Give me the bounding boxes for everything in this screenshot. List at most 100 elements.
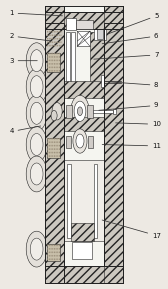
Circle shape <box>49 41 50 43</box>
Circle shape <box>47 53 48 54</box>
Circle shape <box>59 255 60 257</box>
Circle shape <box>52 258 53 260</box>
Circle shape <box>49 145 50 147</box>
Circle shape <box>47 255 48 257</box>
Circle shape <box>57 248 58 250</box>
Bar <box>77 31 90 46</box>
Circle shape <box>51 63 52 65</box>
Circle shape <box>47 152 48 153</box>
Circle shape <box>56 138 57 140</box>
Circle shape <box>50 41 51 43</box>
Circle shape <box>56 258 57 260</box>
Circle shape <box>47 145 48 147</box>
Bar <box>67 164 71 238</box>
Circle shape <box>57 138 58 140</box>
Circle shape <box>49 53 50 54</box>
Circle shape <box>26 69 47 105</box>
Circle shape <box>49 38 50 40</box>
Circle shape <box>51 145 52 147</box>
Circle shape <box>47 45 48 47</box>
Circle shape <box>60 41 61 43</box>
Circle shape <box>56 148 57 150</box>
Circle shape <box>74 101 86 121</box>
Circle shape <box>57 152 58 153</box>
Text: 9: 9 <box>99 103 158 110</box>
Circle shape <box>73 129 87 153</box>
Circle shape <box>57 31 58 33</box>
Circle shape <box>49 244 50 246</box>
Circle shape <box>52 70 53 72</box>
Circle shape <box>50 31 51 33</box>
Text: 1: 1 <box>10 10 62 16</box>
Circle shape <box>59 45 60 47</box>
Circle shape <box>51 110 57 121</box>
Bar <box>45 6 64 283</box>
Bar <box>45 266 123 283</box>
Circle shape <box>56 141 57 143</box>
Circle shape <box>54 31 55 33</box>
Circle shape <box>50 34 51 36</box>
Circle shape <box>51 60 52 61</box>
Circle shape <box>52 103 62 120</box>
Circle shape <box>52 53 53 54</box>
Circle shape <box>56 60 57 61</box>
Circle shape <box>52 155 53 157</box>
Circle shape <box>49 141 50 143</box>
Circle shape <box>59 152 60 153</box>
Circle shape <box>55 45 56 47</box>
Circle shape <box>54 41 55 43</box>
Circle shape <box>47 56 48 58</box>
Circle shape <box>51 138 52 140</box>
Circle shape <box>54 45 55 47</box>
Circle shape <box>55 38 56 40</box>
Circle shape <box>57 45 58 47</box>
Circle shape <box>30 134 43 155</box>
Circle shape <box>60 38 61 40</box>
Circle shape <box>47 63 48 65</box>
Circle shape <box>52 148 53 150</box>
Circle shape <box>56 244 57 246</box>
Circle shape <box>52 255 53 257</box>
Bar <box>94 164 97 238</box>
Circle shape <box>52 138 53 140</box>
Circle shape <box>57 60 58 61</box>
Circle shape <box>52 248 53 250</box>
Circle shape <box>52 145 53 147</box>
Circle shape <box>57 53 58 54</box>
Circle shape <box>52 56 53 58</box>
Bar <box>101 75 104 87</box>
Circle shape <box>49 251 50 253</box>
Circle shape <box>56 152 57 153</box>
Bar <box>45 12 123 29</box>
Circle shape <box>52 66 53 68</box>
Circle shape <box>54 138 55 140</box>
Circle shape <box>51 148 52 150</box>
Circle shape <box>30 102 43 124</box>
Circle shape <box>30 50 43 72</box>
Circle shape <box>56 255 57 257</box>
Bar <box>104 23 123 266</box>
Circle shape <box>49 148 50 150</box>
Bar <box>47 29 62 47</box>
Circle shape <box>57 141 58 143</box>
Circle shape <box>56 251 57 253</box>
Circle shape <box>51 244 52 246</box>
Circle shape <box>47 141 48 143</box>
Circle shape <box>54 34 55 36</box>
Bar <box>76 20 93 29</box>
Circle shape <box>54 258 55 260</box>
Circle shape <box>59 31 60 33</box>
Circle shape <box>54 63 55 65</box>
Circle shape <box>52 41 53 43</box>
Circle shape <box>57 244 58 246</box>
Bar <box>66 105 72 118</box>
Circle shape <box>57 258 58 260</box>
Circle shape <box>52 251 53 253</box>
Circle shape <box>52 152 53 153</box>
Bar <box>66 136 71 148</box>
Bar <box>47 53 60 72</box>
Text: 17: 17 <box>102 220 161 238</box>
Bar <box>64 160 104 241</box>
Bar <box>64 81 104 98</box>
Circle shape <box>54 53 55 54</box>
